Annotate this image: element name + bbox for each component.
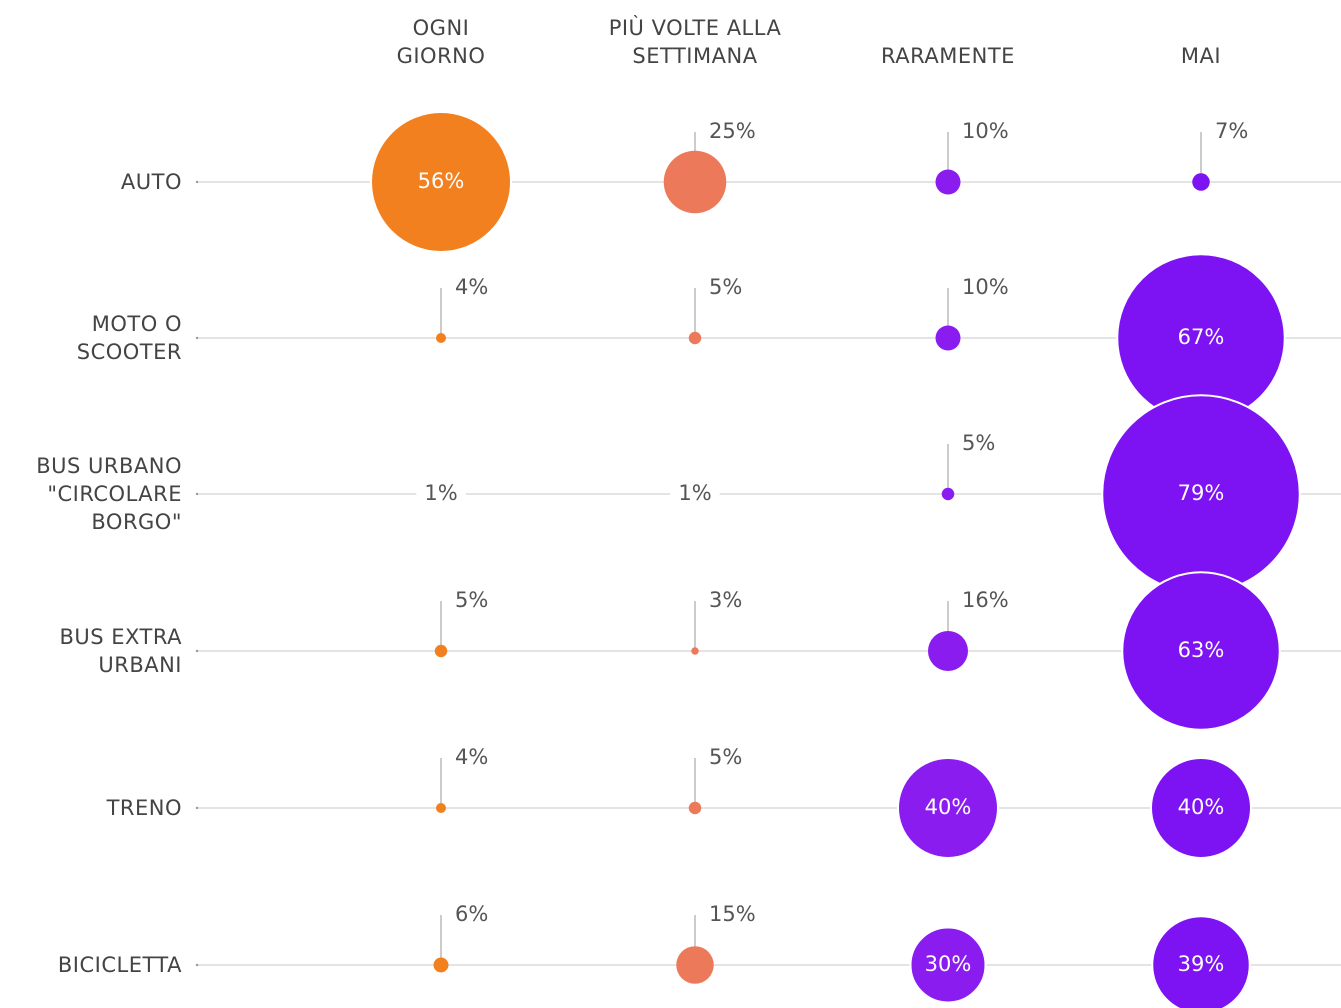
value-label: 63% <box>1178 638 1225 662</box>
bubble <box>434 644 448 658</box>
value-label: 40% <box>925 795 972 819</box>
value-label: 4% <box>455 275 488 299</box>
value-label: 6% <box>455 902 488 926</box>
row-label: BUS EXTRA URBANI <box>59 625 182 677</box>
bubble <box>691 647 699 655</box>
bubble <box>676 946 714 984</box>
bubble <box>688 331 702 345</box>
value-label: 5% <box>455 588 488 612</box>
bubble <box>1121 571 1281 731</box>
row-label: TRENO <box>106 796 182 820</box>
bubble <box>433 957 449 973</box>
value-label: 5% <box>962 431 995 455</box>
row-dot <box>195 649 199 653</box>
value-label: 25% <box>709 119 756 143</box>
bubble <box>436 803 446 813</box>
bubble <box>909 926 987 1004</box>
column-header: RARAMENTE <box>881 44 1015 68</box>
value-label: 3% <box>709 588 742 612</box>
value-label: 67% <box>1178 325 1225 349</box>
value-label: 39% <box>1178 952 1225 976</box>
value-label: 5% <box>709 745 742 769</box>
value-label: 79% <box>1178 481 1225 505</box>
bubble <box>941 487 955 501</box>
value-label: 7% <box>1215 119 1248 143</box>
value-label: 5% <box>709 275 742 299</box>
value-label: 10% <box>962 119 1009 143</box>
label-bg <box>670 482 720 506</box>
value-label: 30% <box>925 952 972 976</box>
bubble <box>370 111 512 253</box>
bubble <box>1150 757 1252 859</box>
column-header: OGNI GIORNO <box>396 16 486 68</box>
column-header: PIÙ VOLTE ALLA SETTIMANA <box>608 16 782 68</box>
row-dot <box>195 806 199 810</box>
bubble <box>1151 915 1251 1008</box>
bubble <box>935 325 961 351</box>
bubble <box>935 169 961 195</box>
value-label: 16% <box>962 588 1009 612</box>
bubble <box>688 801 702 815</box>
value-label: 4% <box>455 745 488 769</box>
row-dot <box>195 963 199 967</box>
bubble <box>897 757 999 859</box>
row-dot <box>195 180 199 184</box>
row-label: BICICLETTA <box>57 953 182 977</box>
value-label: 40% <box>1178 795 1225 819</box>
label-bg <box>416 482 466 506</box>
row-label: BUS URBANO "CIRCOLARE BORGO" <box>36 454 182 534</box>
value-label: 1% <box>424 481 457 505</box>
row-dot <box>195 336 199 340</box>
bubble <box>928 631 968 671</box>
value-label: 1% <box>678 481 711 505</box>
row-label: AUTO <box>120 170 182 194</box>
value-label: 10% <box>962 275 1009 299</box>
column-header: MAI <box>1180 44 1222 68</box>
bubble <box>663 150 727 214</box>
value-label: 15% <box>709 902 756 926</box>
row-label: MOTO O SCOOTER <box>76 312 182 364</box>
row-dot <box>195 492 199 496</box>
bubble <box>436 333 446 343</box>
value-label: 56% <box>418 169 465 193</box>
bubble <box>1192 173 1210 191</box>
